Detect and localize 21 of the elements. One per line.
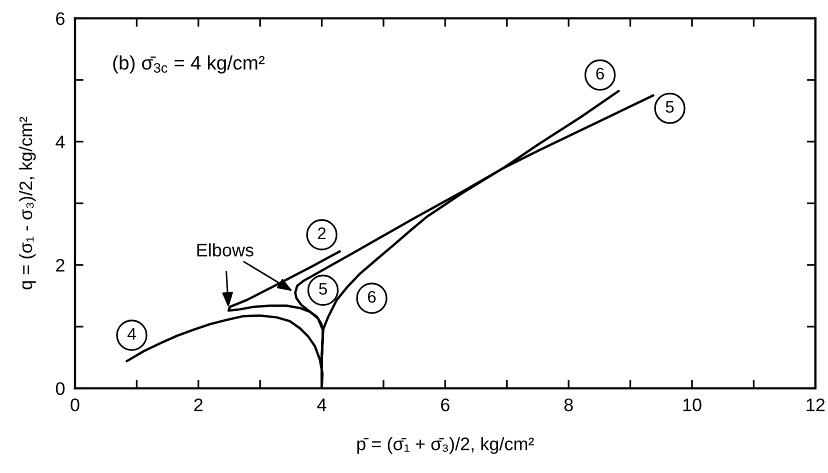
annotation: 2 [318,227,326,240]
annotation: 5 [319,283,327,295]
annotation: 6 [368,290,376,303]
x-tick-label: 6 [441,398,450,412]
x-tick-label: 12 [806,398,825,412]
text: (b) σ̄$_{3c}$ = 4 kg/cm² [113,55,265,74]
y-tick-label: 6 [56,12,64,26]
x-tick-label: 8 [564,398,573,412]
annotation: Elbows [197,243,254,257]
y-tick-label: 0 [56,382,65,396]
y-tick-label: 4 [56,136,65,148]
annotation: 6 [596,68,604,80]
x-axis-title: p̄ = (σ̄₁ + σ̄₃)/2, kg/cm² [357,437,534,454]
x-tick-label: 2 [194,398,203,412]
x-tick-label: 10 [683,398,702,412]
annotation: 4 [128,328,136,340]
y-axis-title: q = (σ₁ - σ₃)/2, kg/cm² [18,116,36,290]
annotation: 5 [666,101,674,113]
x-tick-label: 0 [70,398,80,412]
y-tick-label: 2 [56,258,64,272]
x-tick-label: 4 [317,398,326,412]
